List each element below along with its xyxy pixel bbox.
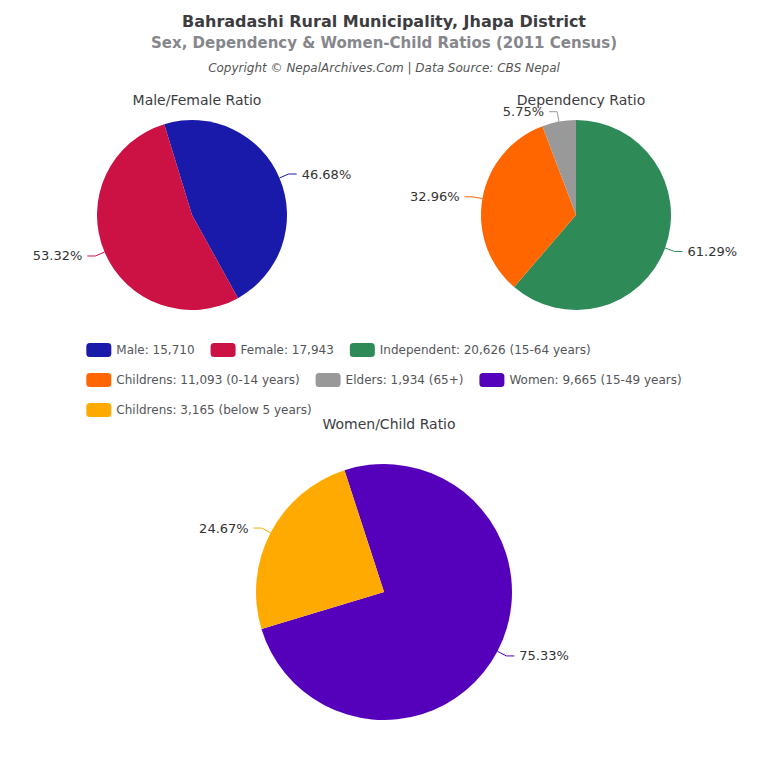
svg-text:53.32%: 53.32% — [33, 248, 83, 263]
svg-text:5.75%: 5.75% — [502, 104, 545, 120]
svg-text:Female: 17,943: Female: 17,943 — [241, 343, 334, 357]
svg-text:46.68%: 46.68% — [302, 167, 352, 182]
svg-text:Dependency Ratio: Dependency Ratio — [517, 92, 646, 108]
svg-text:Women/Child Ratio: Women/Child Ratio — [322, 416, 455, 432]
svg-text:Male: 15,710: Male: 15,710 — [116, 343, 194, 357]
svg-text:Male/Female Ratio: Male/Female Ratio — [133, 92, 262, 108]
svg-text:Elders: 1,934 (65+): Elders: 1,934 (65+) — [346, 373, 464, 387]
svg-text:Childrens: 3,165 (below 5 year: Childrens: 3,165 (below 5 years) — [116, 403, 311, 417]
svg-text:61.29%: 61.29% — [687, 244, 737, 259]
svg-text:Copyright © NepalArchives.Com: Copyright © NepalArchives.Com | Data Sou… — [208, 61, 560, 75]
svg-text:75.33%: 75.33% — [519, 648, 569, 663]
svg-text:Sex, Dependency & Women-Child: Sex, Dependency & Women-Child Ratios (20… — [151, 34, 617, 52]
svg-text:24.67%: 24.67% — [199, 521, 249, 536]
svg-text:32.96%: 32.96% — [410, 189, 460, 204]
svg-text:Childrens: 11,093 (0-14 years): Childrens: 11,093 (0-14 years) — [116, 373, 299, 387]
svg-text:Independent: 20,626 (15-64 yea: Independent: 20,626 (15-64 years) — [380, 343, 591, 357]
svg-text:Women: 9,665 (15-49 years): Women: 9,665 (15-49 years) — [509, 373, 681, 387]
svg-text:Bahradashi Rural Municipality,: Bahradashi Rural Municipality, Jhapa Dis… — [182, 12, 586, 31]
